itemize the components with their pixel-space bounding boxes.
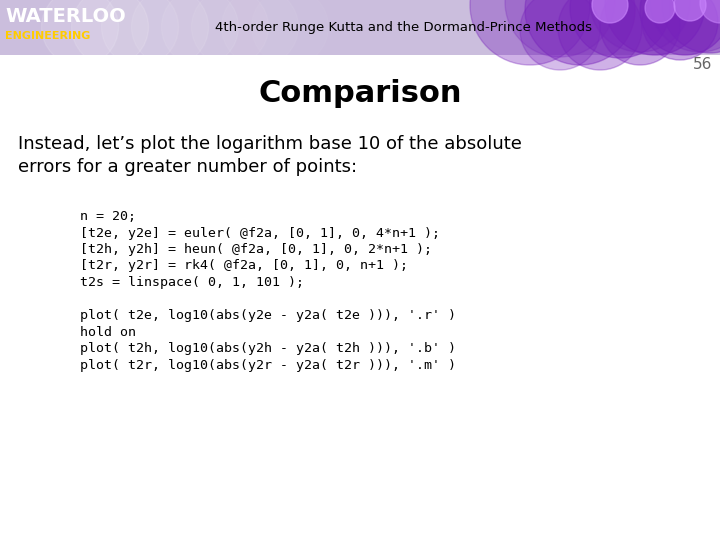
Text: plot( t2h, log10(abs(y2h - y2a( t2h ))), '.b' ): plot( t2h, log10(abs(y2h - y2a( t2h ))),…	[80, 342, 456, 355]
Circle shape	[600, 0, 680, 65]
Circle shape	[674, 0, 706, 21]
Text: n = 20;: n = 20;	[80, 210, 136, 223]
Text: plot( t2r, log10(abs(y2r - y2a( t2r ))), '.m' ): plot( t2r, log10(abs(y2r - y2a( t2r ))),…	[80, 359, 456, 372]
Text: plot( t2e, log10(abs(y2e - y2a( t2e ))), '.r' ): plot( t2e, log10(abs(y2e - y2a( t2e ))),…	[80, 309, 456, 322]
Circle shape	[132, 0, 209, 65]
Circle shape	[505, 0, 615, 57]
Circle shape	[605, 0, 705, 55]
Text: [t2e, y2e] = euler( @f2a, [0, 1], 0, 4*n+1 );: [t2e, y2e] = euler( @f2a, [0, 1], 0, 4*n…	[80, 226, 440, 240]
Text: [t2h, y2h] = heun( @f2a, [0, 1], 0, 2*n+1 );: [t2h, y2h] = heun( @f2a, [0, 1], 0, 2*n+…	[80, 243, 432, 256]
Text: 56: 56	[693, 57, 712, 72]
Circle shape	[558, 0, 642, 70]
Circle shape	[642, 0, 718, 60]
Circle shape	[700, 0, 720, 23]
Circle shape	[590, 0, 690, 52]
Text: Instead, let’s plot the logarithm base 10 of the absolute
errors for a greater n: Instead, let’s plot the logarithm base 1…	[18, 135, 522, 176]
Circle shape	[570, 0, 670, 58]
Text: Comparison: Comparison	[258, 78, 462, 107]
Circle shape	[662, 0, 720, 53]
Circle shape	[650, 0, 720, 52]
Bar	[0, 0, 720, 55]
Circle shape	[161, 0, 238, 65]
Text: t2s = linspace( 0, 1, 101 );: t2s = linspace( 0, 1, 101 );	[80, 276, 304, 289]
Circle shape	[592, 0, 628, 23]
Circle shape	[71, 0, 148, 65]
Text: ENGINEERING: ENGINEERING	[5, 31, 91, 41]
Text: 4th-order Runge Kutta and the Dormand-Prince Methods: 4th-order Runge Kutta and the Dormand-Pr…	[215, 21, 592, 33]
Circle shape	[645, 0, 675, 23]
Circle shape	[525, 0, 635, 65]
Circle shape	[102, 0, 179, 65]
Circle shape	[520, 0, 600, 70]
Circle shape	[42, 0, 119, 65]
Text: WATERLOO: WATERLOO	[5, 6, 126, 25]
Circle shape	[470, 0, 590, 65]
Text: [t2r, y2r] = rk4( @f2a, [0, 1], 0, n+1 );: [t2r, y2r] = rk4( @f2a, [0, 1], 0, n+1 )…	[80, 260, 408, 273]
Circle shape	[640, 0, 720, 55]
Text: hold on: hold on	[80, 326, 136, 339]
Circle shape	[192, 0, 269, 65]
